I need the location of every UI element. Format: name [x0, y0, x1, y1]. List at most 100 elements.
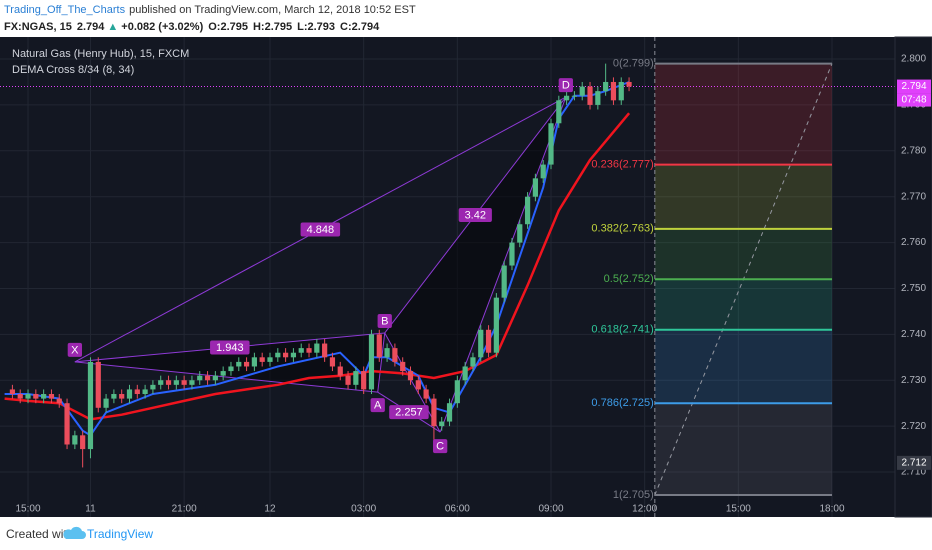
fib-label: 1(2.705) [613, 489, 654, 501]
ohlc: O:2.795 [208, 21, 248, 33]
candle-body [290, 352, 297, 358]
x-tick-label: 09:00 [538, 504, 563, 515]
last: 2.794 [77, 21, 105, 33]
pattern-ratio: 2.257 [395, 407, 423, 419]
candle-body [25, 394, 31, 399]
candle-body [267, 357, 273, 362]
candle-body [329, 357, 336, 367]
candle-body [165, 380, 172, 385]
pattern-ratio: 3.42 [465, 209, 486, 221]
y-tick-label: 2.760 [901, 237, 926, 248]
y-tick-label: 2.800 [901, 54, 926, 65]
candle-body [415, 380, 421, 390]
candle-body [603, 81, 609, 92]
candle-body [618, 81, 624, 101]
axes: 2.710 2.720 2.730 2.740 2.750 2.760 2.770 2.780… [16, 54, 931, 515]
fib-band [654, 228, 833, 280]
candle-body [446, 403, 453, 422]
pattern-ratio-bg [300, 222, 341, 237]
ohlc: L:2.793 [297, 21, 335, 33]
pattern-leg [74, 361, 378, 393]
candle-body [243, 361, 250, 367]
candle-body [548, 123, 554, 165]
x-tick-label: 15:00 [726, 504, 751, 515]
candle-body [361, 371, 367, 390]
y-tick-label: 2.720 [901, 421, 926, 432]
pattern-point-label-bg [433, 439, 448, 454]
candle-body [376, 334, 382, 358]
fib-label: 0.382(2.763) [591, 223, 653, 235]
candle-body [462, 366, 468, 381]
candle-body [556, 100, 562, 124]
published: published on TradingView.com, March 12, … [129, 4, 416, 16]
candle-body [587, 86, 593, 105]
candle-body [236, 361, 242, 367]
candle-body [48, 394, 55, 399]
candle-body [181, 380, 187, 385]
candle-body [259, 357, 265, 362]
x-tick-label: 12:00 [632, 504, 657, 515]
brand[interactable]: TradingView [87, 527, 153, 541]
candle-body [134, 389, 140, 395]
change: +0.082 (+3.02%) [121, 21, 203, 33]
candle-body [72, 435, 78, 445]
candle-body [454, 380, 460, 404]
candle-body [314, 343, 320, 353]
candle-body [493, 297, 499, 353]
pattern-leg [439, 96, 567, 433]
symbol-line: FX:NGAS, 15 2.794 ▲ +0.082 (+3.02%) O:2.795 H… [4, 21, 380, 33]
x-tick-label: 03:00 [351, 504, 376, 515]
pattern-point-label-bg [370, 398, 385, 413]
candle-body [158, 380, 164, 385]
candle-body [9, 389, 16, 395]
x-tick-label: 18:00 [819, 504, 844, 515]
price-axis [894, 36, 932, 518]
plot [0, 37, 895, 517]
candle-body [228, 366, 234, 372]
candle-body [571, 95, 578, 97]
last-price-badge [897, 79, 931, 94]
candle-body [439, 421, 445, 427]
candle-body [400, 361, 406, 372]
candle-body [150, 384, 156, 390]
author[interactable]: Trading_Off_The_Charts [4, 4, 126, 16]
x-tick-label: 11 [85, 504, 96, 515]
pattern-point-label-bg [67, 342, 83, 357]
candle-body [251, 357, 257, 367]
ohlc: C:2.794 [340, 21, 380, 33]
pattern-point-label: A [374, 400, 382, 412]
tradingview-logo[interactable]: TradingView [63, 526, 153, 541]
candle-body [564, 95, 570, 101]
y-tick-label: 2.740 [901, 329, 926, 340]
candle-body [322, 343, 328, 358]
candle-body [111, 394, 117, 399]
candle-body [501, 265, 507, 298]
arrow: ▲ [107, 21, 118, 33]
candle-body [517, 224, 523, 243]
ohlc: H:2.795 [253, 21, 292, 33]
x-tick-label: 06:00 [445, 504, 470, 515]
candle-body [56, 398, 62, 404]
pattern-ratio: 4.848 [307, 224, 335, 236]
fib-band [654, 403, 833, 495]
pattern-ratio-bg [389, 405, 429, 420]
candle-body [119, 394, 125, 399]
pattern-ratio-bg [458, 208, 492, 223]
candle-body [87, 361, 94, 450]
y-tick-label: 2.770 [901, 191, 926, 202]
x-tick-label: 15:00 [16, 504, 41, 515]
candle-body [142, 389, 148, 395]
candle-body [103, 398, 109, 408]
candle-body [626, 81, 632, 87]
candle-body [173, 380, 179, 385]
y-tick-label: 2.780 [901, 145, 926, 156]
pattern-leg [377, 332, 386, 393]
candle-body [579, 86, 585, 96]
candle-body [220, 371, 226, 376]
fib-label: 0.618(2.741) [591, 324, 653, 336]
candle-body [126, 389, 133, 399]
candle-body [407, 371, 414, 381]
pattern-point-label-bg [558, 78, 573, 93]
candle-body [532, 178, 538, 197]
